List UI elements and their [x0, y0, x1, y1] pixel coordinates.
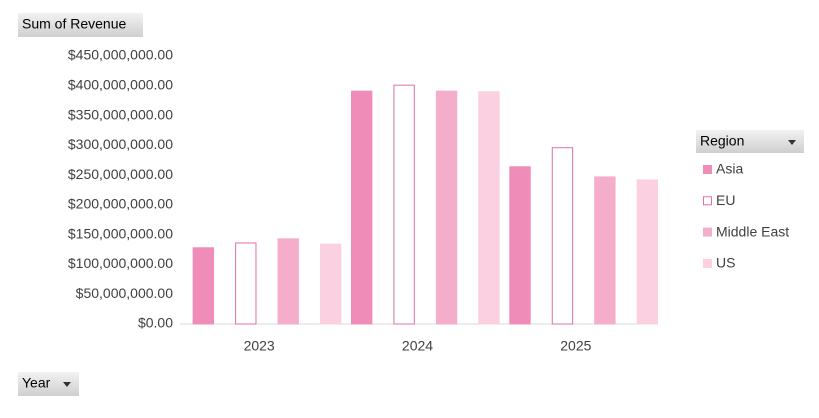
bar — [192, 247, 215, 325]
x-axis-label: Year — [22, 375, 51, 391]
x-tick-label: 2024 — [402, 338, 433, 354]
y-tick-label: $200,000,000.00 — [68, 196, 173, 212]
bar — [277, 238, 299, 325]
legend-label: EU — [716, 192, 735, 208]
y-tick-label: $300,000,000.00 — [68, 136, 173, 152]
y-tick-label: $100,000,000.00 — [68, 255, 173, 271]
legend-marker — [703, 196, 712, 206]
x-tick-label: 2023 — [244, 338, 275, 354]
y-tick-label: $400,000,000.00 — [68, 76, 173, 92]
bar — [551, 147, 574, 325]
legend-label: Middle East — [716, 223, 789, 239]
bar — [393, 84, 415, 325]
axis-field-button[interactable]: Year — [18, 372, 79, 396]
legend-title: Region — [700, 133, 744, 149]
bar — [435, 90, 458, 325]
bar — [319, 243, 342, 325]
bar — [636, 179, 659, 325]
y-tick-label: $450,000,000.00 — [68, 47, 173, 63]
bar — [594, 176, 616, 325]
y-tick-label: $250,000,000.00 — [68, 166, 173, 182]
legend-label: US — [716, 255, 735, 271]
bar — [509, 166, 531, 325]
chart-title: Sum of Revenue — [22, 16, 126, 32]
bar — [478, 91, 500, 325]
y-tick-label: $50,000,000.00 — [76, 285, 174, 301]
legend-label: Asia — [716, 161, 743, 177]
legend-marker — [703, 227, 712, 237]
y-tick-label: $350,000,000.00 — [68, 106, 173, 122]
button-background — [696, 130, 804, 153]
legend-marker — [703, 165, 712, 174]
button-background — [18, 13, 143, 37]
y-tick-label: $0.00 — [138, 315, 173, 331]
dropdown-arrow — [788, 140, 796, 145]
legend-field-button[interactable]: Region — [696, 130, 804, 153]
y-tick-label: $150,000,000.00 — [68, 225, 173, 241]
bar — [351, 90, 373, 325]
bar — [235, 242, 257, 325]
x-tick-label: 2025 — [560, 338, 591, 354]
legend-marker — [703, 258, 712, 268]
value-field-button[interactable]: Sum of Revenue — [18, 13, 143, 37]
dropdown-arrow — [63, 382, 71, 387]
